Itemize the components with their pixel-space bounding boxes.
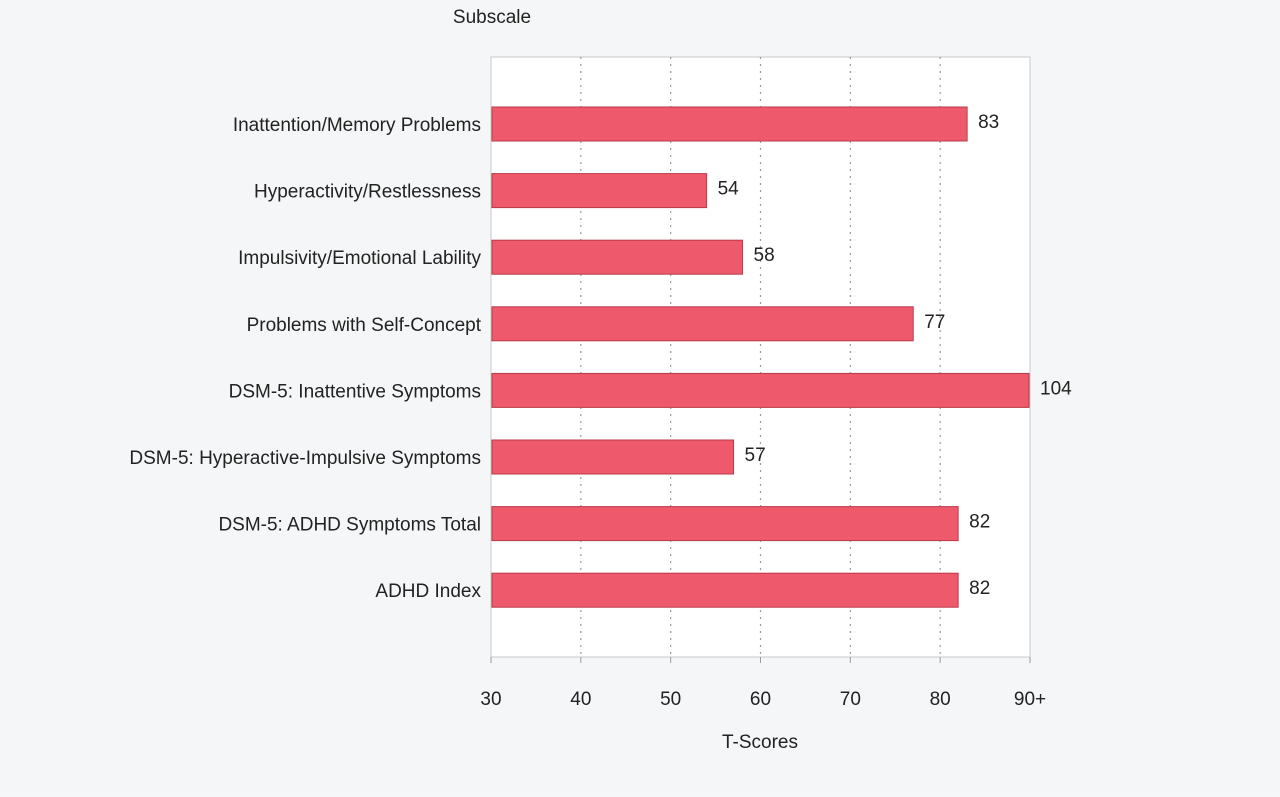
gridlines: [580, 57, 941, 657]
bar: [491, 372, 1030, 408]
x-tick-label: 40: [570, 689, 591, 710]
bar: [491, 106, 968, 142]
x-tick-label: 90+: [1014, 689, 1046, 710]
category-labels: Inattention/Memory Problems Hyperactivity…: [129, 115, 481, 602]
category-label: Inattention/Memory Problems: [233, 115, 481, 136]
data-label: 104: [1040, 378, 1072, 399]
data-label: 82: [969, 512, 990, 533]
category-label: Hyperactivity/Restlessness: [254, 182, 481, 203]
x-axis-ticks: 30 40 50 60 70 80 90+: [480, 657, 1046, 710]
x-tick-label: 60: [750, 689, 771, 710]
bar: [491, 506, 959, 542]
bars: [491, 106, 1030, 608]
data-label: 77: [924, 312, 945, 333]
bar: [491, 572, 959, 608]
category-label: Impulsivity/Emotional Lability: [238, 248, 481, 269]
plot-area: [490, 56, 1031, 658]
category-label: DSM-5: ADHD Symptoms Total: [218, 515, 481, 536]
x-axis-title: T-Scores: [722, 732, 798, 753]
category-label: DSM-5: Inattentive Symptoms: [229, 381, 481, 402]
category-label: ADHD Index: [375, 581, 481, 602]
x-tick-label: 50: [660, 689, 681, 710]
data-label: 82: [969, 578, 990, 599]
bar: [491, 306, 914, 342]
category-label: Problems with Self-Concept: [247, 315, 482, 336]
data-label: 57: [745, 445, 766, 466]
data-label: 58: [754, 245, 775, 266]
x-tick-label: 70: [840, 689, 861, 710]
x-tick-label: 30: [480, 689, 501, 710]
value-labels: 83 54 58 77 104 57 82 82: [718, 112, 1073, 599]
data-label: 83: [978, 112, 999, 133]
x-tick-label: 80: [930, 689, 951, 710]
y-axis-title: Subscale: [453, 7, 531, 28]
bar: [491, 173, 708, 209]
bar: [491, 439, 735, 475]
bar: [491, 239, 744, 275]
data-label: 54: [718, 179, 740, 200]
category-label: DSM-5: Hyperactive-Impulsive Symptoms: [129, 448, 481, 469]
